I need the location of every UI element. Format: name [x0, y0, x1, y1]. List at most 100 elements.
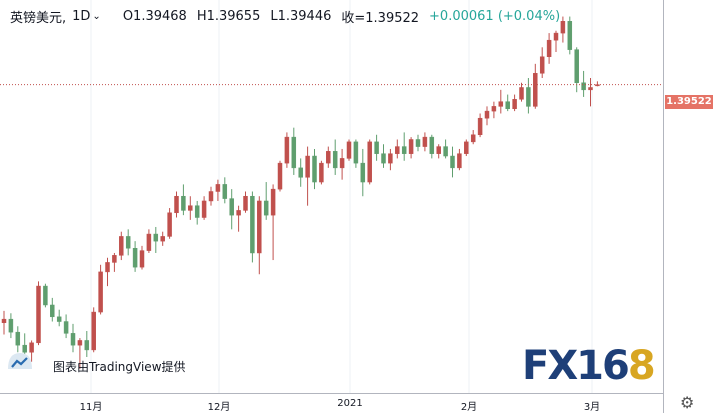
candle-body — [243, 195, 248, 211]
candle-body — [277, 162, 283, 190]
candle-body — [546, 39, 552, 57]
candle-body — [332, 151, 338, 169]
candle-body — [139, 250, 145, 268]
candle-body — [160, 236, 165, 242]
candle-body — [305, 155, 310, 178]
x-tick-label: 2021 — [337, 398, 363, 409]
candle-body — [50, 304, 55, 318]
candle-body — [519, 87, 524, 100]
candle-body — [512, 99, 517, 110]
candle-body — [464, 141, 469, 154]
candle-body — [505, 101, 510, 110]
tradingview-icon[interactable] — [6, 349, 34, 373]
candle-body — [422, 136, 428, 147]
candle-body — [581, 82, 586, 91]
candle-body — [443, 146, 448, 157]
candle-body — [339, 158, 345, 169]
candle-body — [319, 162, 324, 183]
candle-body — [119, 236, 124, 256]
candle-body — [560, 21, 566, 34]
fx168-logo: FX168 — [522, 343, 656, 389]
open-value: O1.39468 — [122, 9, 187, 24]
candle-body — [63, 321, 69, 334]
chart-header: 英镑美元, 1D ⌄ O1.39468 H1.39655 L1.39446 收=… — [10, 7, 566, 26]
x-tick-label: 3月 — [583, 402, 601, 413]
candle-body — [22, 344, 27, 353]
low-value: L1.39446 — [270, 9, 332, 24]
candle-body — [567, 21, 573, 50]
candle-body — [236, 210, 241, 216]
candle-body — [1, 318, 7, 323]
candle-body — [125, 236, 131, 249]
candle-body — [29, 342, 34, 353]
change-value: +0.00061 (+0.04%) — [429, 9, 561, 24]
candle-body — [56, 316, 62, 322]
candle-body — [112, 255, 117, 263]
tradingview-credit[interactable]: 图表由TradingView提供 — [53, 360, 186, 374]
candle-body — [188, 205, 193, 211]
candle-body — [91, 311, 96, 351]
candle-body — [395, 146, 400, 154]
candle-body — [526, 87, 531, 107]
candle-body — [429, 136, 435, 154]
candle-body — [229, 198, 234, 216]
candle-body — [498, 101, 504, 107]
last-price-label: 1.39522 — [665, 95, 713, 109]
candle-body — [250, 195, 255, 254]
candle-body — [436, 146, 441, 154]
candle-body — [291, 136, 297, 169]
candle-body — [346, 141, 352, 159]
candle-body — [284, 136, 290, 164]
candle-body — [484, 110, 490, 119]
candle-body — [77, 340, 83, 346]
candle-body — [215, 184, 221, 192]
candle-body — [298, 167, 303, 178]
gear-icon[interactable]: ⚙ — [680, 393, 695, 412]
candle-body — [8, 318, 14, 333]
candle-body — [222, 184, 228, 199]
candle-body — [174, 195, 179, 214]
candle-body — [450, 155, 455, 169]
candle-body — [105, 262, 110, 273]
candle-body — [70, 333, 76, 346]
candle-body — [98, 271, 103, 313]
candle-body — [533, 73, 538, 107]
x-tick-label: 2月 — [460, 402, 478, 413]
candle-body — [477, 117, 483, 136]
candle-body — [153, 233, 159, 242]
candle-body — [491, 106, 497, 112]
candle-body — [270, 188, 276, 216]
candle-body — [84, 340, 90, 351]
chevron-down-icon[interactable]: ⌄ — [92, 11, 101, 22]
candle-body — [539, 56, 545, 74]
candle-body — [574, 49, 579, 83]
candle-body — [15, 331, 21, 346]
x-tick-label: 12月 — [207, 402, 231, 413]
candle-body — [312, 155, 317, 183]
candle-body — [470, 134, 476, 143]
candle-body — [326, 151, 331, 164]
candle-body — [360, 162, 366, 183]
candle-body — [367, 141, 372, 183]
candle-body — [257, 200, 262, 254]
symbol-name[interactable]: 英镑美元, — [10, 11, 67, 26]
close-value: 收=1.39522 — [341, 11, 420, 26]
candle-body — [36, 285, 41, 344]
candle-body — [353, 141, 359, 164]
candle-body — [263, 200, 269, 216]
candle-body — [408, 139, 414, 154]
timeframe-selector[interactable]: 1D — [72, 9, 91, 24]
candle-body — [132, 247, 138, 268]
candle-body — [401, 146, 407, 154]
candle-body — [181, 195, 186, 211]
candle-body — [146, 233, 152, 251]
candle-body — [588, 87, 593, 91]
candle-body — [553, 32, 559, 41]
candle-body — [167, 212, 172, 237]
high-value: H1.39655 — [196, 9, 261, 24]
candle-body — [415, 139, 421, 147]
candle-body — [194, 205, 200, 218]
x-tick-label: 11月 — [79, 402, 103, 413]
